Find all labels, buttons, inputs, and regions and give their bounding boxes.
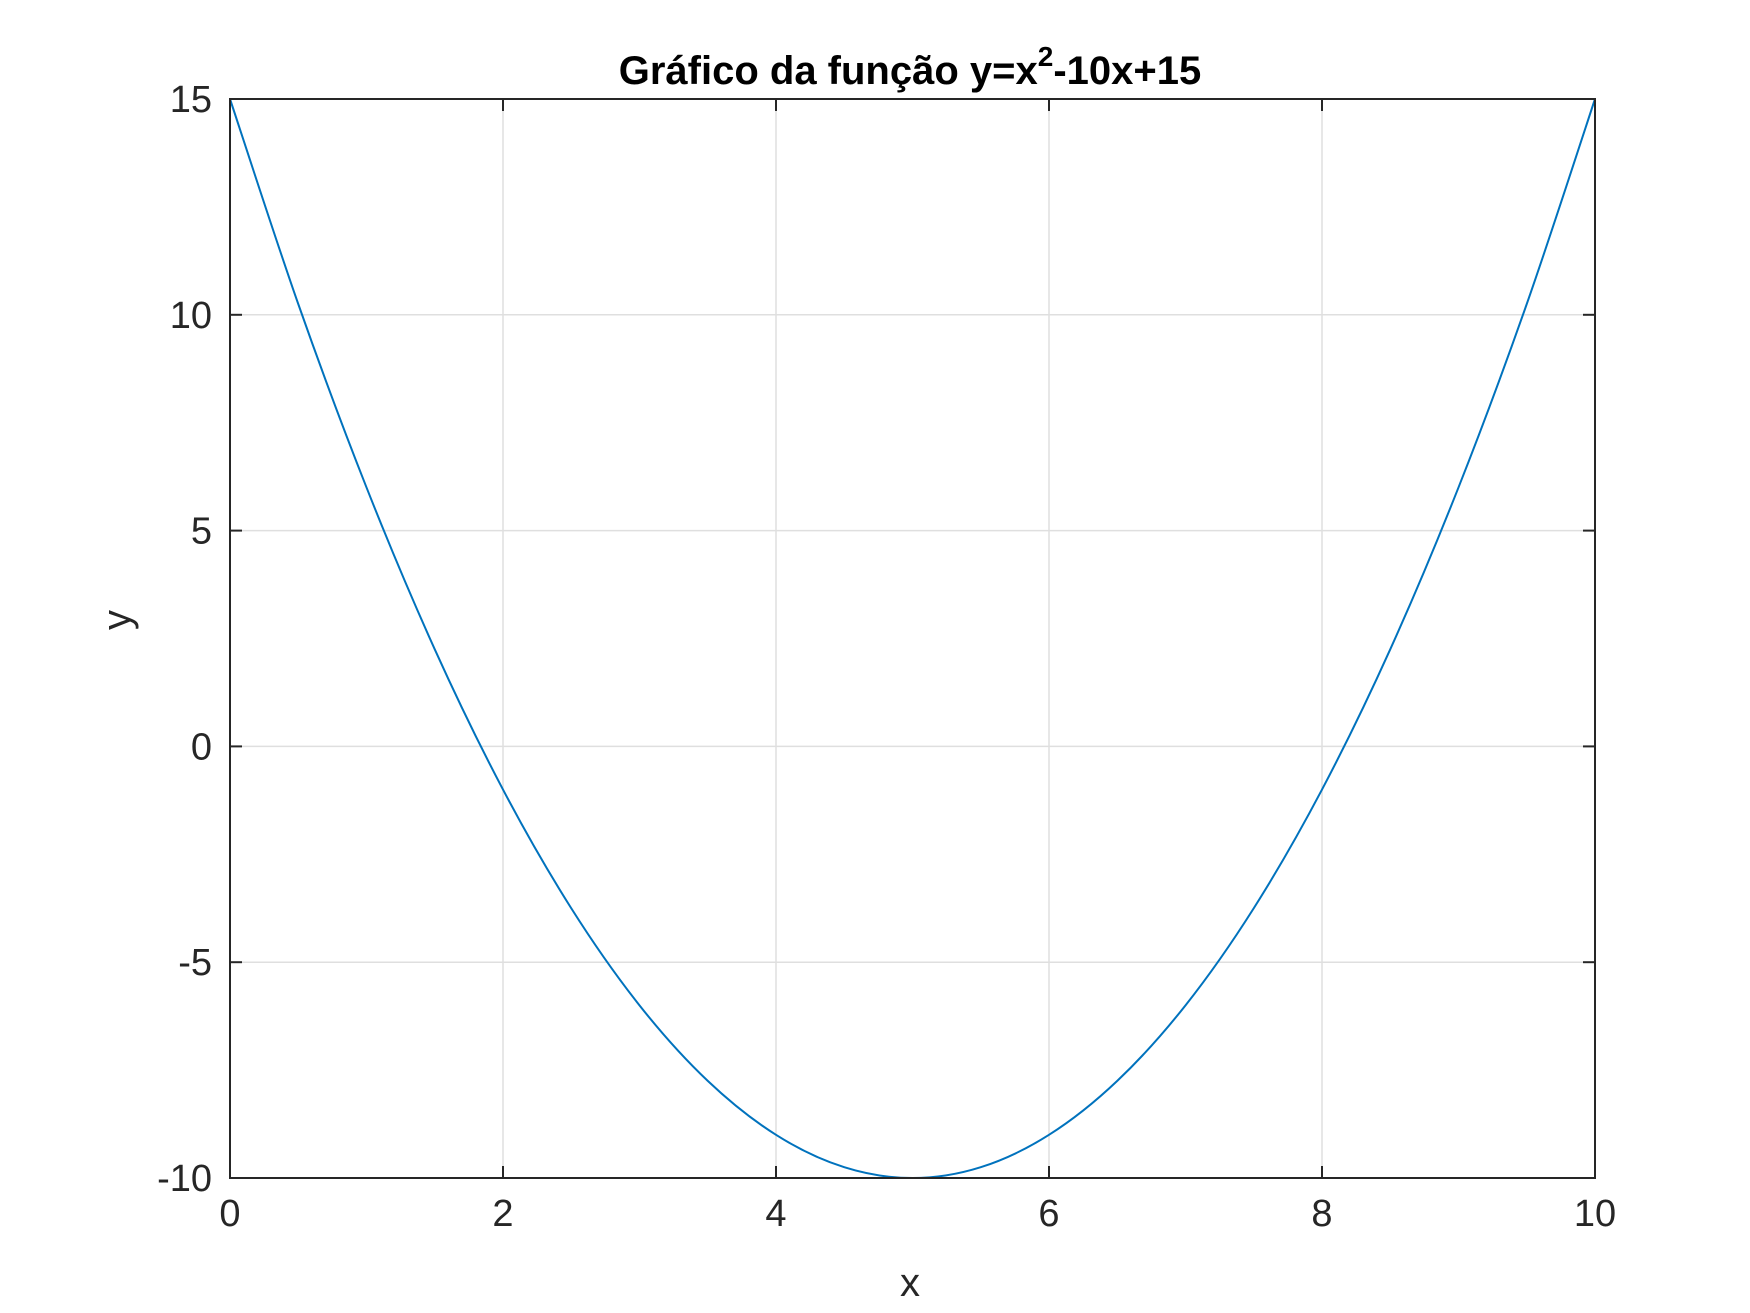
y-tick-label: 0 xyxy=(191,726,212,768)
y-tick-label: 15 xyxy=(170,79,212,121)
chart-title-suffix: -10x+15 xyxy=(1053,49,1201,93)
chart-title-prefix: Gráfico da função y=x xyxy=(619,49,1038,93)
chart-title-superscript: 2 xyxy=(1038,41,1054,72)
x-tick-label: 6 xyxy=(1038,1193,1059,1235)
y-tick-label: 10 xyxy=(170,295,212,337)
x-axis-label: x xyxy=(900,1261,920,1305)
y-axis-label: y xyxy=(95,610,139,630)
x-tick-label: 2 xyxy=(492,1193,513,1235)
grid xyxy=(230,99,1595,1178)
x-tick-label: 10 xyxy=(1574,1193,1616,1235)
y-tick-label: -5 xyxy=(178,942,212,984)
axes-box xyxy=(229,98,1596,1179)
tick-marks xyxy=(229,98,1596,1179)
y-tick-labels: -10 -5 0 5 10 15 xyxy=(157,79,212,1200)
x-tick-label: 0 xyxy=(219,1193,240,1235)
x-tick-label: 4 xyxy=(765,1193,786,1235)
y-tick-label: 5 xyxy=(191,511,212,553)
x-tick-label: 8 xyxy=(1311,1193,1332,1235)
y-tick-label: -10 xyxy=(157,1158,212,1200)
x-tick-labels: 0 2 4 6 8 10 xyxy=(219,1193,1616,1235)
chart-title: Gráfico da função y=x2-10x+15 xyxy=(619,41,1202,93)
